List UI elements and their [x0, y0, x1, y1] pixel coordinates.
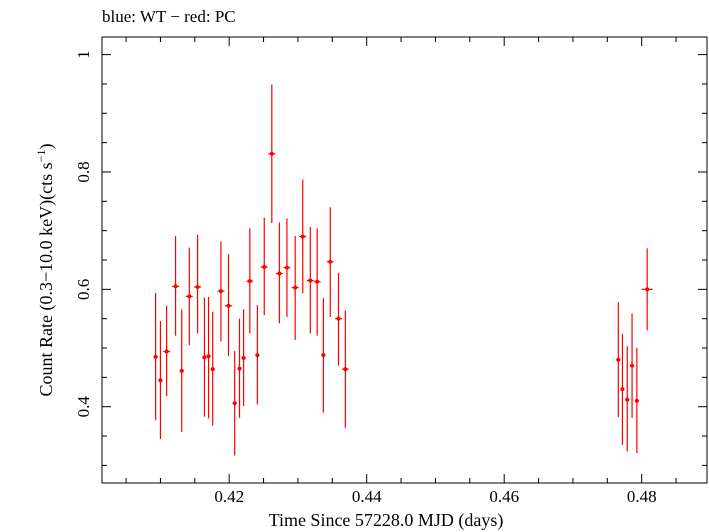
data-point	[341, 310, 349, 428]
data-point	[153, 292, 158, 421]
data-point	[194, 234, 201, 334]
data-point	[206, 296, 211, 419]
point-marker	[195, 284, 200, 289]
y-axis-label-exponent: −1	[34, 150, 48, 163]
point-marker	[153, 354, 158, 359]
point-marker	[226, 303, 231, 308]
y-tick-label: 0.8	[74, 161, 93, 182]
data-series-pc	[153, 84, 653, 456]
data-point	[620, 333, 625, 445]
data-point	[217, 241, 225, 342]
data-point	[313, 228, 321, 336]
data-point	[179, 309, 184, 432]
data-point	[335, 272, 342, 366]
x-tick-label: 0.46	[489, 487, 519, 506]
data-point	[260, 217, 268, 316]
point-marker	[232, 401, 237, 406]
point-marker	[202, 355, 207, 360]
point-marker	[158, 378, 163, 383]
data-point	[321, 298, 326, 413]
data-point	[616, 302, 621, 418]
point-marker	[315, 279, 320, 284]
point-marker	[343, 367, 348, 372]
point-marker	[206, 354, 211, 359]
data-point	[275, 222, 283, 324]
data-point	[210, 311, 215, 426]
point-marker	[293, 285, 298, 290]
point-marker	[328, 259, 333, 264]
data-point	[202, 297, 207, 417]
point-marker	[277, 271, 282, 276]
data-point	[283, 218, 291, 317]
data-point	[268, 84, 276, 224]
data-point	[225, 254, 232, 357]
data-point	[246, 228, 254, 334]
y-axis-label-main: Count Rate (0.3−10.0 keV)(cts s	[36, 162, 57, 396]
data-point	[232, 350, 237, 456]
x-axis-label: Time Since 57228.0 MJD (days)	[269, 510, 504, 531]
data-point	[163, 305, 171, 397]
point-marker	[284, 265, 289, 270]
chart-title: blue: WT − red: PC	[102, 7, 236, 26]
y-axis-label-close: )	[36, 144, 57, 150]
point-marker	[179, 368, 184, 373]
point-marker	[173, 284, 178, 289]
data-point	[185, 247, 193, 346]
point-marker	[308, 278, 313, 283]
data-point	[237, 318, 242, 418]
data-point	[306, 227, 314, 334]
point-marker	[241, 356, 246, 361]
x-tick-label: 0.44	[352, 487, 382, 506]
y-tick-label: 0.6	[74, 279, 93, 300]
data-point	[326, 207, 334, 317]
point-marker	[247, 279, 252, 284]
point-marker	[625, 397, 630, 402]
point-marker	[262, 265, 267, 270]
point-marker	[645, 287, 650, 292]
x-tick-label: 0.42	[214, 487, 244, 506]
data-point	[630, 313, 635, 418]
point-marker	[321, 353, 326, 358]
data-point	[641, 248, 653, 331]
data-point	[172, 235, 179, 336]
data-point	[634, 348, 639, 454]
point-marker	[634, 398, 639, 403]
y-axis-label: Count Rate (0.3−10.0 keV)(cts s−1)	[34, 144, 57, 397]
x-tick-label: 0.48	[627, 487, 657, 506]
y-axis-ticks: 0.4 0.6 0.8 1	[74, 50, 707, 466]
point-marker	[336, 316, 341, 321]
point-marker	[187, 294, 192, 299]
data-point	[241, 309, 246, 407]
point-marker	[164, 349, 169, 354]
data-point	[625, 346, 630, 452]
plot-frame	[101, 36, 708, 484]
point-marker	[218, 289, 223, 294]
point-marker	[255, 353, 260, 358]
point-marker	[630, 363, 635, 368]
y-tick-label: 0.4	[74, 396, 93, 418]
x-axis-ticks: 0.42 0.44 0.46 0.48	[125, 37, 677, 506]
data-point	[255, 305, 260, 405]
point-marker	[237, 366, 242, 371]
point-marker	[269, 151, 274, 156]
data-point	[158, 321, 163, 439]
point-marker	[620, 387, 625, 392]
point-marker	[210, 367, 215, 372]
point-marker	[300, 234, 305, 239]
y-tick-label: 1	[74, 50, 93, 59]
data-point	[291, 235, 299, 340]
point-marker	[616, 357, 621, 362]
data-point	[299, 179, 307, 294]
